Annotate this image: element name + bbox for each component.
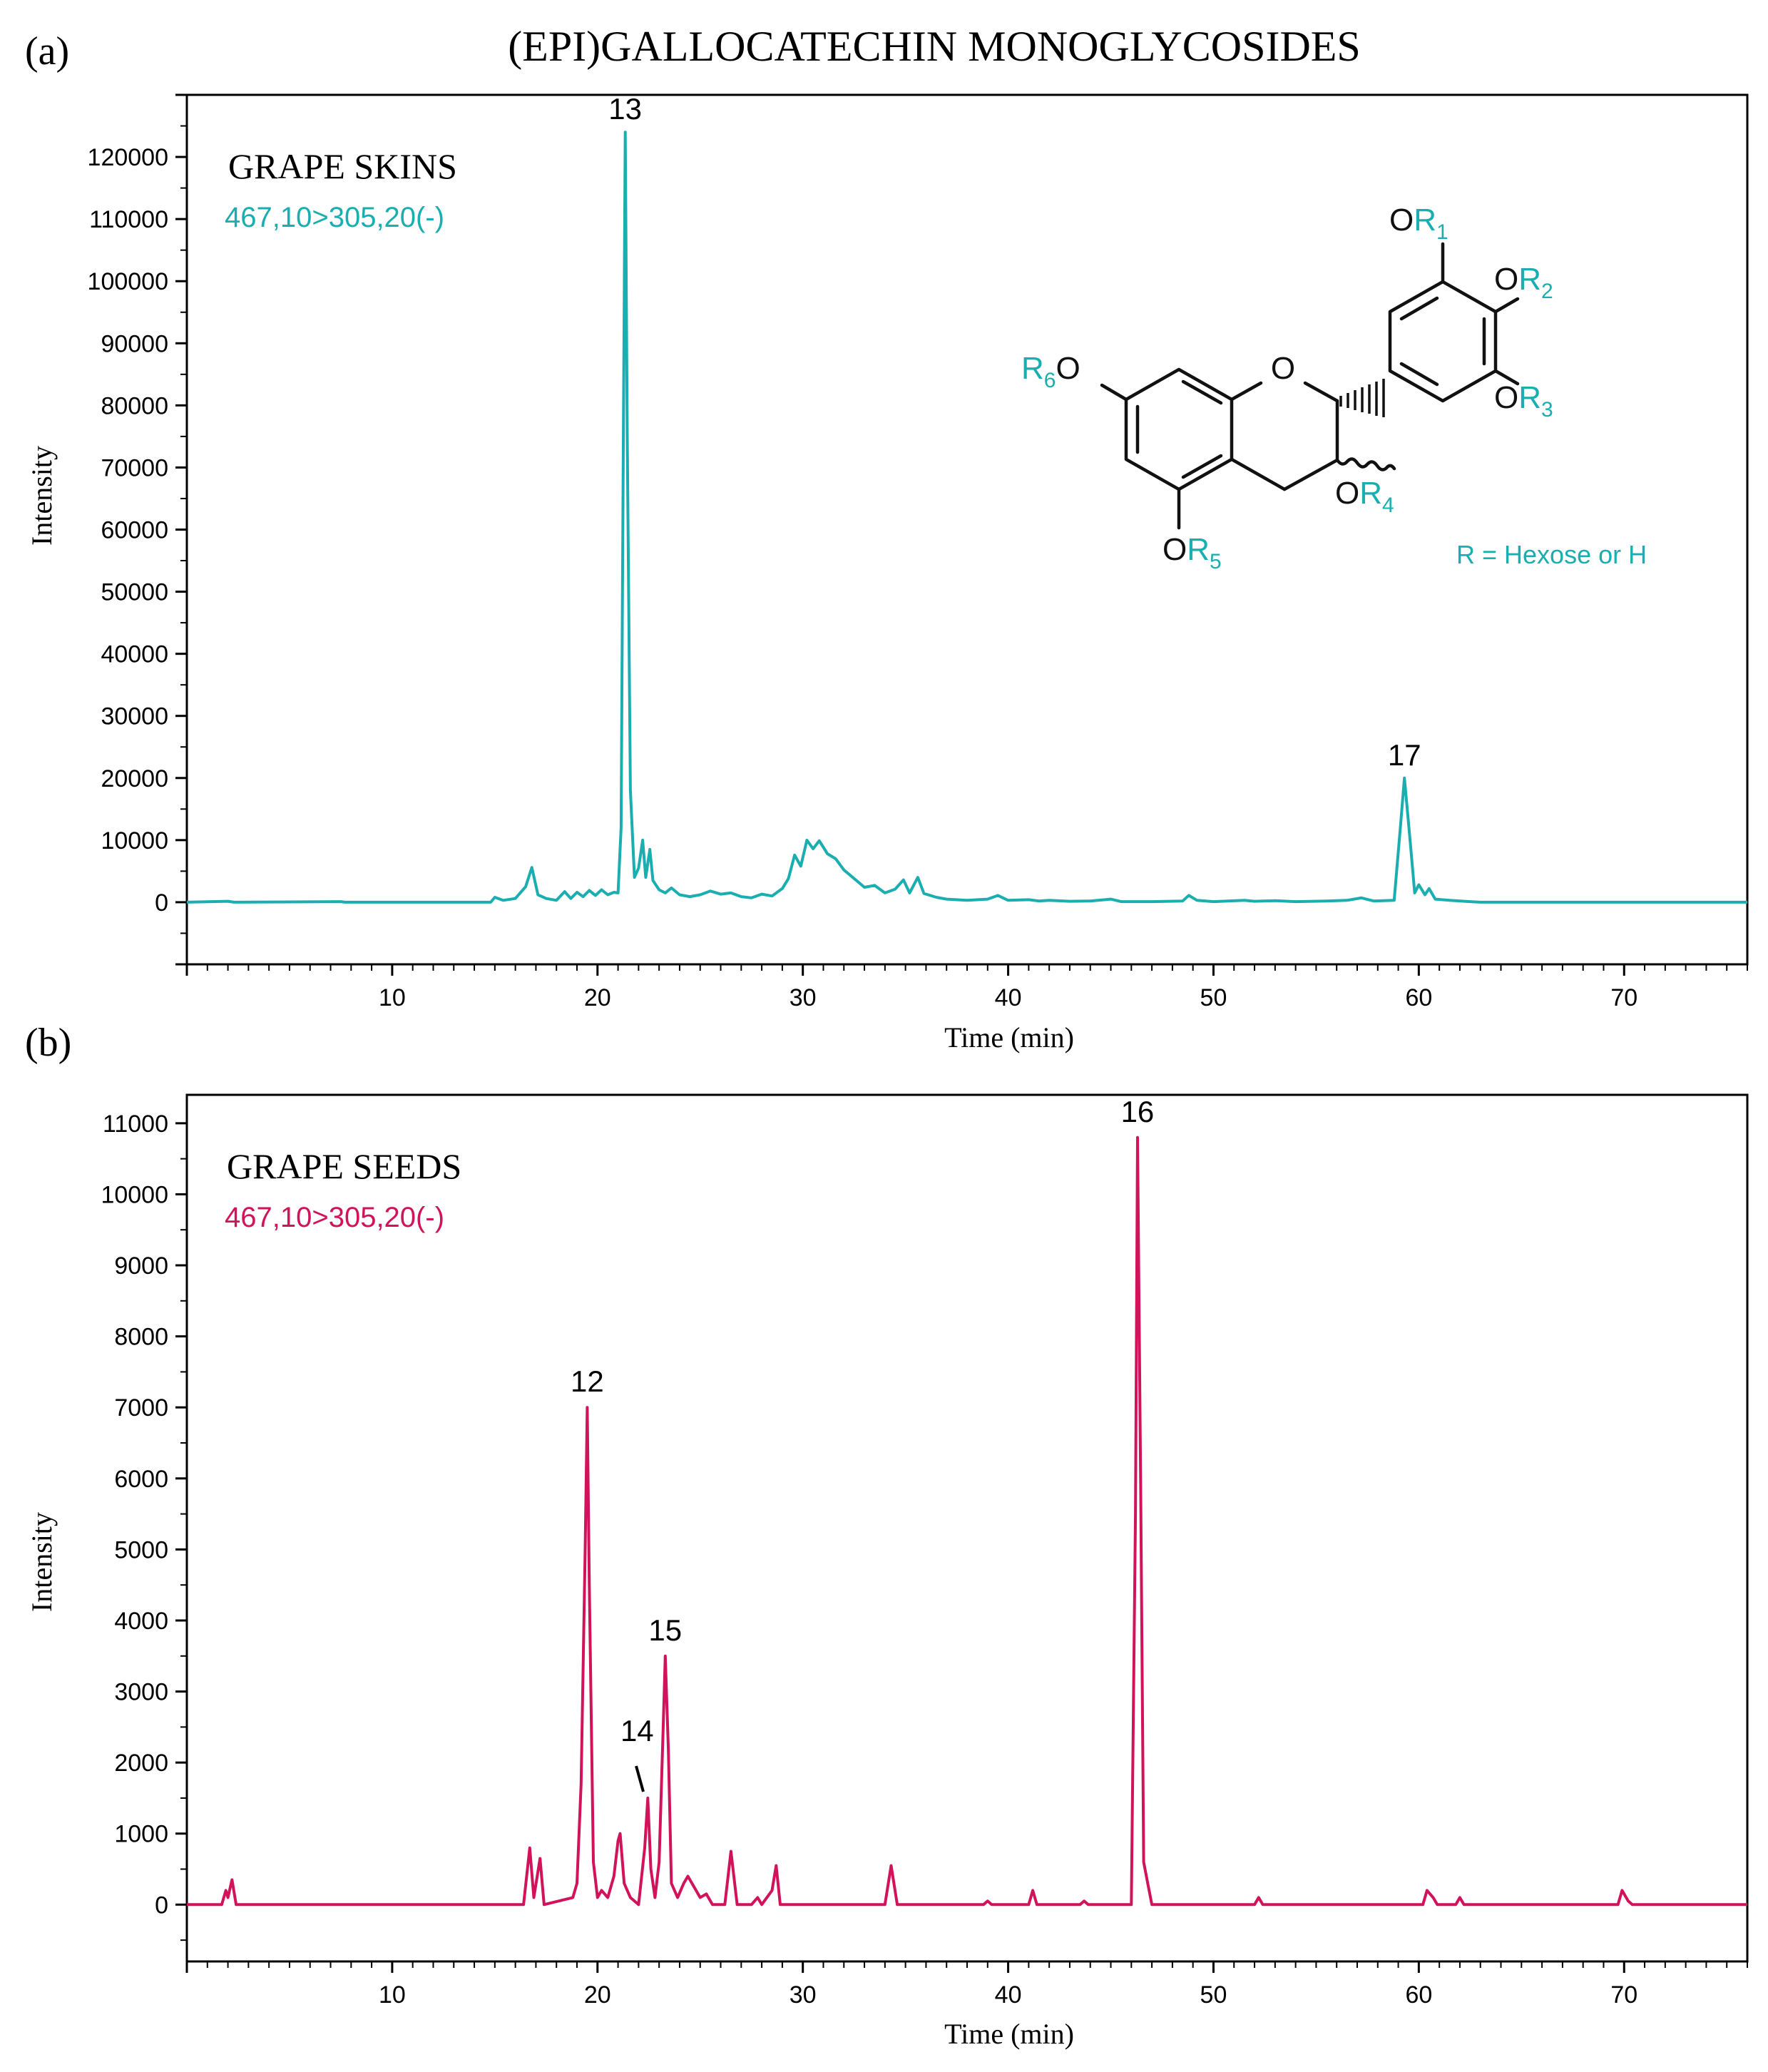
chromatogram-trace xyxy=(187,1135,1747,1907)
x-tick-label: 10 xyxy=(379,1981,406,2009)
y-tick-label: 20000 xyxy=(101,765,168,792)
x-tick-label: 70 xyxy=(1610,984,1637,1011)
ring-oxygen-label: O xyxy=(1271,351,1295,386)
x-tick-label: 50 xyxy=(1200,1981,1227,2009)
y-tick-label: 3000 xyxy=(114,1679,168,1706)
x-tick-label: 30 xyxy=(790,1981,817,2009)
peak-label-12: 12 xyxy=(571,1364,604,1398)
panel-a-grape-skins: (a) 10 20 30 40 50 60 70 0 10000 20000 30000 40000 5… xyxy=(25,29,1749,1053)
x-tick-label: 40 xyxy=(995,984,1022,1011)
y-tick-label: 5000 xyxy=(114,1536,168,1563)
y-tick-label: 30000 xyxy=(101,703,168,730)
y-tick-label: 40000 xyxy=(101,641,168,668)
y-tick-label: 11000 xyxy=(103,1111,168,1138)
peak-label-15: 15 xyxy=(648,1613,682,1647)
y-tick-label: 120000 xyxy=(88,144,168,171)
r6o-subscript: 6 xyxy=(1044,369,1056,392)
or2-r: R xyxy=(1518,262,1541,297)
x-tick-label: 30 xyxy=(790,984,817,1011)
y-tick-label: 90000 xyxy=(101,330,168,357)
peak-label-17: 17 xyxy=(1388,738,1421,772)
y-tick-label: 110000 xyxy=(89,206,168,233)
y-tick-label: 0 xyxy=(155,889,168,917)
y-tick-label: 4000 xyxy=(114,1608,168,1635)
y-tick-label: 50000 xyxy=(101,579,168,606)
or3-label: OR3 xyxy=(1494,380,1553,422)
or4-subscript: 4 xyxy=(1382,494,1394,517)
y-tick-label: 8000 xyxy=(114,1324,168,1351)
or4-oxygen: O xyxy=(1335,476,1359,511)
panel-b-x-axis-label: Time (min) xyxy=(944,2018,1074,2050)
x-tick-label: 10 xyxy=(379,984,406,1011)
or2-subscript: 2 xyxy=(1541,280,1553,303)
panel-b-sample-label: GRAPE SEEDS xyxy=(227,1146,461,1186)
or3-subscript: 3 xyxy=(1541,398,1553,422)
or5-label: OR5 xyxy=(1163,532,1222,573)
peak-label-16: 16 xyxy=(1121,1095,1155,1128)
y-tick-label: 1000 xyxy=(114,1821,168,1848)
or2-label: OR2 xyxy=(1494,262,1553,303)
or5-r: R xyxy=(1187,532,1210,567)
panel-b-y-axis-label: Intensity xyxy=(26,1512,58,1612)
peak-14-leader-line xyxy=(635,1765,645,1792)
panel-b-label: (b) xyxy=(25,1021,71,1065)
or5-subscript: 5 xyxy=(1210,550,1222,573)
x-tick-label: 40 xyxy=(995,1981,1022,2009)
or1-oxygen: O xyxy=(1389,203,1414,238)
panel-a-sample-label: GRAPE SKINS xyxy=(228,146,457,186)
y-tick-label: 80000 xyxy=(101,392,168,419)
or1-subscript: 1 xyxy=(1436,220,1448,244)
y-tick-label: 10000 xyxy=(101,827,168,854)
r6o-oxygen: O xyxy=(1056,351,1080,386)
panel-a-x-axis-label: Time (min) xyxy=(944,1021,1074,1053)
chemical-structure xyxy=(1100,242,1520,530)
r6o-label: R6O xyxy=(1021,351,1080,392)
figure-title: (EPI)GALLOCATECHIN MONOGLYCOSIDES xyxy=(508,23,1361,70)
r6o-r: R xyxy=(1021,351,1044,386)
y-tick-label: 0 xyxy=(155,1892,168,1919)
chromatogram-trace xyxy=(186,131,1747,904)
or5-oxygen: O xyxy=(1163,532,1187,567)
or4-r: R xyxy=(1359,476,1382,511)
x-tick-label: 20 xyxy=(584,1981,611,2009)
y-tick-label: 9000 xyxy=(114,1252,168,1280)
y-tick-label: 7000 xyxy=(114,1394,168,1422)
panel-a-label: (a) xyxy=(25,29,69,73)
or2-oxygen: O xyxy=(1494,262,1518,297)
y-tick-label: 6000 xyxy=(114,1466,168,1493)
panel-a-y-axis-label: Intensity xyxy=(26,446,58,546)
y-tick-label: 10000 xyxy=(101,1181,168,1208)
x-tick-label: 50 xyxy=(1200,984,1227,1011)
peak-label-14: 14 xyxy=(620,1714,654,1747)
x-tick-label: 60 xyxy=(1405,984,1432,1011)
y-tick-label: 70000 xyxy=(101,454,168,481)
panel-b-grape-seeds: (b) 10 20 30 40 50 60 70 0 1000 2000 3000 4000 5000 6… xyxy=(25,1021,1749,2050)
or3-oxygen: O xyxy=(1494,380,1518,415)
y-tick-label: 100000 xyxy=(88,268,168,295)
x-tick-label: 70 xyxy=(1610,1981,1637,2009)
r-group-note: R = Hexose or H xyxy=(1456,540,1647,569)
panel-b-transition-label: 467,10>305,20(-) xyxy=(225,1202,444,1233)
or4-label: OR4 xyxy=(1335,476,1394,517)
y-tick-label: 60000 xyxy=(101,517,168,544)
x-tick-label: 60 xyxy=(1405,1981,1432,2009)
y-tick-label: 2000 xyxy=(114,1750,168,1777)
stereo-hash-bond xyxy=(1339,379,1385,417)
or3-r: R xyxy=(1518,380,1541,415)
or1-label: OR1 xyxy=(1389,203,1448,244)
x-tick-label: 20 xyxy=(584,984,611,1011)
or1-r: R xyxy=(1414,203,1436,238)
peak-label-13: 13 xyxy=(608,92,642,126)
panel-a-transition-label: 467,10>305,20(-) xyxy=(225,202,444,233)
